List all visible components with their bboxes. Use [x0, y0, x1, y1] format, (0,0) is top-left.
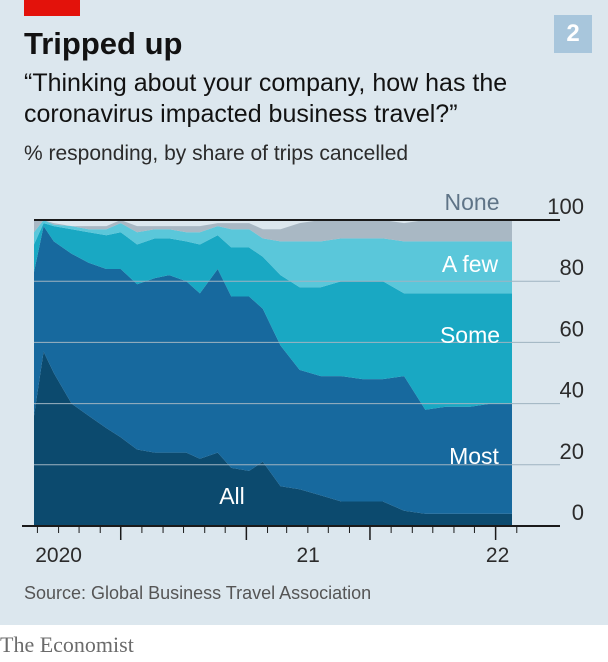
y-tick-label-100: 100	[547, 194, 584, 219]
x-tick-label-2022: 22	[486, 544, 509, 567]
chart-title: Tripped up	[24, 26, 183, 61]
chart-number-badge: 2	[554, 15, 592, 53]
series-label-all: All	[219, 483, 245, 509]
source-note: Source: Global Business Travel Associati…	[24, 583, 372, 603]
area-none	[34, 220, 512, 242]
series-label-none: None	[445, 189, 500, 215]
series-label-some: Some	[440, 322, 500, 348]
y-tick-label-80: 80	[560, 255, 584, 280]
area-some	[34, 223, 512, 410]
y-tick-label-60: 60	[560, 316, 584, 341]
area-all	[34, 351, 512, 526]
stacked-area-chart: 0 20 40 60 80 100 All Most Some A few None 2020 21…	[22, 189, 584, 567]
chart-subtitle: “Thinking about your company, how has th…	[24, 69, 508, 128]
series-label-most: Most	[449, 443, 499, 469]
chart-unit-note: % responding, by share of trips cancelle…	[24, 142, 409, 165]
y-tick-label-40: 40	[560, 378, 584, 403]
x-tick-label-2021: 21	[296, 544, 319, 567]
x-tick-label-2020: 2020	[35, 544, 82, 567]
y-tick-label-20: 20	[560, 439, 584, 464]
area-a-few	[34, 220, 512, 294]
area-most	[34, 226, 512, 514]
publisher-logo: The Economist	[0, 632, 134, 657]
y-tick-label-0: 0	[572, 500, 584, 525]
series-label-a-few: A few	[442, 251, 499, 277]
brand-red-bar	[24, 0, 80, 16]
